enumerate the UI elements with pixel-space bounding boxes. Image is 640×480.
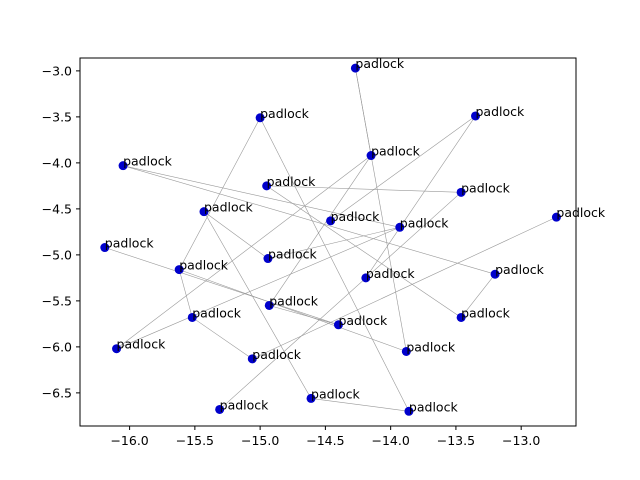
point-label-20: padlock xyxy=(117,337,167,352)
data-point-15 xyxy=(490,269,500,279)
x-tick-label: −14.0 xyxy=(371,433,409,448)
point-label-3: padlock xyxy=(123,154,173,169)
point-label-5: padlock xyxy=(267,174,317,189)
edge-line-22 xyxy=(192,317,253,360)
data-point-21 xyxy=(247,354,257,364)
data-point-8 xyxy=(326,216,336,226)
point-label-21: padlock xyxy=(252,347,302,362)
point-label-10: padlock xyxy=(556,205,606,220)
edge-line-5 xyxy=(259,117,410,412)
data-point-12 xyxy=(263,254,273,264)
point-label-11: padlock xyxy=(105,236,155,251)
data-point-7 xyxy=(199,207,209,217)
edge-line-24 xyxy=(310,398,409,412)
point-label-13: padlock xyxy=(179,258,229,273)
edge-line-18 xyxy=(178,269,193,318)
points-layer xyxy=(100,63,561,416)
edge-line-10 xyxy=(266,185,462,193)
edge-line-12 xyxy=(219,192,462,410)
data-point-17 xyxy=(187,312,197,322)
point-label-25: padlock xyxy=(409,399,459,414)
data-point-5 xyxy=(262,181,272,191)
edge-line-14 xyxy=(203,211,269,259)
x-tick-label: −15.5 xyxy=(176,433,214,448)
data-point-1 xyxy=(255,113,265,123)
data-point-14 xyxy=(361,273,371,283)
edge-line-23 xyxy=(116,227,400,349)
point-label-19: padlock xyxy=(338,313,388,328)
point-label-1: padlock xyxy=(260,106,310,121)
point-label-6: padlock xyxy=(461,180,511,195)
data-point-19 xyxy=(333,320,343,330)
edge-line-17 xyxy=(267,226,400,259)
x-tick-label: −16.0 xyxy=(110,433,148,448)
data-point-11 xyxy=(100,243,110,253)
y-tick-label: −4.0 xyxy=(42,155,72,170)
edge-line-6 xyxy=(330,115,476,222)
y-tick-label: −6.0 xyxy=(42,339,72,354)
edge-line-20 xyxy=(460,274,496,318)
y-tick-label: −5.5 xyxy=(42,293,72,308)
x-tick-label: −13.5 xyxy=(437,433,475,448)
data-point-20 xyxy=(112,344,122,354)
y-tick-label: −4.5 xyxy=(42,201,72,216)
point-label-15: padlock xyxy=(495,262,545,277)
data-point-9 xyxy=(395,222,405,232)
data-point-16 xyxy=(264,300,274,310)
point-label-8: padlock xyxy=(331,209,381,224)
point-label-4: padlock xyxy=(371,144,421,159)
y-axis: −6.5 −6.0 −5.5 −5.0 −4.5 −4.0 −3.5 −3.0 xyxy=(42,63,80,400)
point-label-16: padlock xyxy=(269,293,319,308)
data-point-3 xyxy=(118,161,128,171)
edge-line-19 xyxy=(179,269,407,352)
x-tick-label: −15.0 xyxy=(241,433,279,448)
y-tick-label: −5.0 xyxy=(42,247,72,262)
edge-line-15 xyxy=(252,216,557,360)
point-label-22: padlock xyxy=(406,339,456,354)
point-labels-layer: padlock padlock padlock padlock padlock padlo… xyxy=(105,56,606,414)
edge-line-11 xyxy=(266,185,462,318)
data-point-0 xyxy=(350,63,360,73)
data-point-22 xyxy=(401,346,411,356)
point-label-24: padlock xyxy=(220,397,270,412)
data-point-4 xyxy=(366,151,376,161)
data-point-23 xyxy=(306,393,316,403)
x-axis: −16.0 −15.5 −15.0 −14.5 −14.0 −13.5 −13.0 xyxy=(110,426,540,448)
data-point-13 xyxy=(174,265,184,275)
data-point-25 xyxy=(404,406,414,416)
edge-line-9 xyxy=(122,165,496,275)
edge-line-1 xyxy=(355,68,407,352)
plot-area-frame xyxy=(79,57,577,427)
edge-line-7 xyxy=(365,115,476,279)
point-label-17: padlock xyxy=(192,305,242,320)
edge-line-2 xyxy=(269,155,372,306)
x-tick-label: −14.5 xyxy=(306,433,344,448)
y-tick-label: −3.5 xyxy=(42,109,72,124)
point-label-12: padlock xyxy=(268,247,318,262)
x-tick-label: −13.0 xyxy=(502,433,540,448)
edge-line-21 xyxy=(269,305,339,326)
point-label-7: padlock xyxy=(204,200,254,215)
point-label-14: padlock xyxy=(366,266,416,281)
point-label-23: padlock xyxy=(311,386,361,401)
data-point-18 xyxy=(456,312,466,322)
edge-line-8 xyxy=(123,165,400,228)
data-point-2 xyxy=(470,111,480,121)
point-label-9: padlock xyxy=(400,215,450,230)
y-tick-label: −6.5 xyxy=(42,385,72,400)
data-point-10 xyxy=(551,212,561,222)
edge-line-16 xyxy=(104,247,339,326)
data-point-6 xyxy=(456,187,466,197)
edges-layer xyxy=(104,68,557,412)
point-label-18: padlock xyxy=(461,305,511,320)
point-label-0: padlock xyxy=(355,56,405,71)
point-label-2: padlock xyxy=(475,104,525,119)
y-tick-label: −3.0 xyxy=(42,63,72,78)
edge-line-13 xyxy=(203,211,312,399)
data-point-24 xyxy=(215,404,225,414)
